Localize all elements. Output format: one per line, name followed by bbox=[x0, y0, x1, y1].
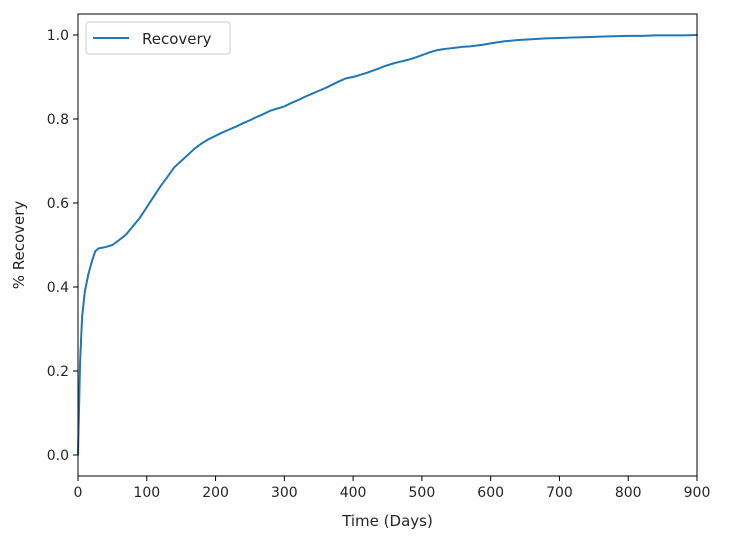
x-tick-label: 500 bbox=[409, 485, 436, 501]
legend-box bbox=[85, 21, 231, 55]
x-axis-label: Time (Days) bbox=[341, 512, 433, 530]
legend: Recovery bbox=[85, 21, 231, 55]
x-tick-label: 400 bbox=[340, 485, 367, 501]
legend-label-recovery: Recovery bbox=[142, 30, 212, 48]
y-tick-label: 1.0 bbox=[47, 28, 69, 44]
y-tick-label: 0.2 bbox=[47, 364, 69, 380]
x-tick-label: 300 bbox=[271, 485, 298, 501]
x-tick-label: 0 bbox=[74, 485, 83, 501]
x-tick-label: 200 bbox=[202, 485, 229, 501]
x-tick-label: 700 bbox=[546, 485, 573, 501]
plot-frame bbox=[77, 13, 698, 477]
axis-ticks: 0 100 200 300 400 500 600 700 800 900 0.0 0.2 0.4 0.6… bbox=[47, 28, 711, 501]
y-tick-label: 0.6 bbox=[47, 196, 69, 212]
x-tick-label: 800 bbox=[615, 485, 642, 501]
series-line-recovery bbox=[77, 34, 698, 456]
y-tick-label: 0.8 bbox=[47, 112, 69, 128]
y-axis-label: % Recovery bbox=[10, 201, 28, 290]
x-tick-label: 600 bbox=[477, 485, 504, 501]
y-tick-label: 0.0 bbox=[47, 448, 69, 464]
x-tick-label: 900 bbox=[684, 485, 711, 501]
x-tick-label: 100 bbox=[133, 485, 160, 501]
series-layer bbox=[77, 34, 698, 456]
y-tick-label: 0.4 bbox=[47, 280, 69, 296]
